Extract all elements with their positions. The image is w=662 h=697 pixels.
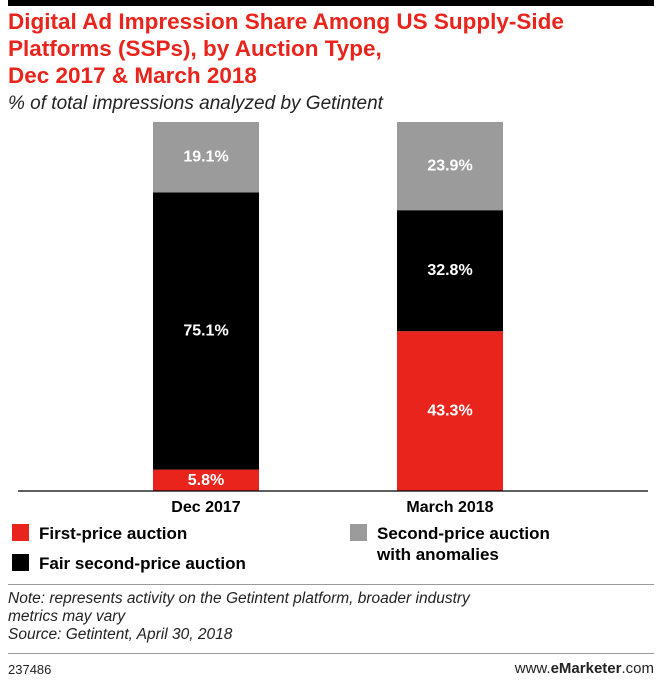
bar-march-2018-second-price-auction-with-anomalies: [397, 122, 503, 211]
brand-name: eMarketer: [550, 660, 622, 677]
source-line: Source: Getintent, April 30, 2018: [8, 626, 233, 643]
note-line-2: metrics may vary: [8, 608, 126, 625]
chart-subtitle: % of total impressions analyzed by Getin…: [8, 93, 383, 114]
chart-title: Digital Ad Impression Share Among US Sup…: [8, 8, 654, 89]
data-label-dec-2017-fair-second-price-auction: 75.1%: [183, 323, 228, 340]
divider-notes: [8, 584, 654, 585]
chart-title-line-3: Dec 2017 & March 2018: [8, 63, 257, 88]
labels-layer: 5.8% 75.1% 19.1% Dec 2017 43.3% 32.8% 23.9% Mar…: [171, 149, 493, 516]
x-tick-label-march-2018: March 2018: [406, 499, 493, 516]
legend-label-first-price: First-price auction: [39, 524, 188, 543]
data-label-dec-2017-first-price-auction: 5.8%: [188, 472, 224, 489]
chart-title-line-1: Digital Ad Impression Share Among US Sup…: [8, 9, 564, 34]
bars-layer: [153, 122, 503, 491]
bar-march-2018-first-price-auction: [397, 331, 503, 491]
legend-item-first-price: First-price auction: [12, 523, 187, 544]
legend-swatch-fair-second-price: [12, 554, 29, 571]
x-tick-label-dec-2017: Dec 2017: [171, 499, 240, 516]
legend-swatch-second-price-anomalies: [350, 524, 367, 541]
data-label-dec-2017-second-price-auction-with-anomalies: 19.1%: [183, 149, 228, 166]
bar-dec-2017-fair-second-price-auction: [153, 192, 259, 470]
bar-dec-2017-first-price-auction: [153, 469, 259, 491]
bar-dec-2017-second-price-auction-with-anomalies: [153, 122, 259, 193]
data-label-march-2018-second-price-auction-with-anomalies: 23.9%: [427, 158, 472, 175]
brand-prefix: www.: [514, 660, 551, 677]
brand-suffix: .com: [621, 660, 654, 677]
legend-label-second-price-anomalies-line-2: with anomalies: [377, 545, 499, 564]
data-label-march-2018-fair-second-price-auction: 32.8%: [427, 262, 472, 279]
divider-footer: [8, 653, 654, 654]
brand-logo: www.eMarketer.com: [515, 660, 654, 677]
footnotes: Note: represents activity on the Getinte…: [8, 590, 654, 644]
top-rule: [8, 0, 654, 6]
data-label-march-2018-first-price-auction: 43.3%: [427, 403, 472, 420]
legend-label-fair-second-price: Fair second-price auction: [39, 554, 246, 573]
stacked-bar-chart: 5.8% 75.1% 19.1% Dec 2017 43.3% 32.8% 23.9% Mar…: [18, 122, 648, 516]
legend-item-fair-second-price: Fair second-price auction: [12, 553, 246, 574]
bar-march-2018-fair-second-price-auction: [397, 210, 503, 332]
legend-item-second-price-anomalies: Second-price auction with anomalies: [350, 523, 550, 565]
chart-title-line-2: Platforms (SSPs), by Auction Type,: [8, 36, 382, 61]
legend-label-second-price-anomalies-line-1: Second-price auction: [377, 524, 550, 543]
note-line-1: Note: represents activity on the Getinte…: [8, 590, 470, 607]
legend-swatch-first-price: [12, 524, 29, 541]
legend-label-second-price-anomalies: Second-price auction with anomalies: [377, 523, 550, 565]
chart-id: 237486: [8, 662, 52, 677]
